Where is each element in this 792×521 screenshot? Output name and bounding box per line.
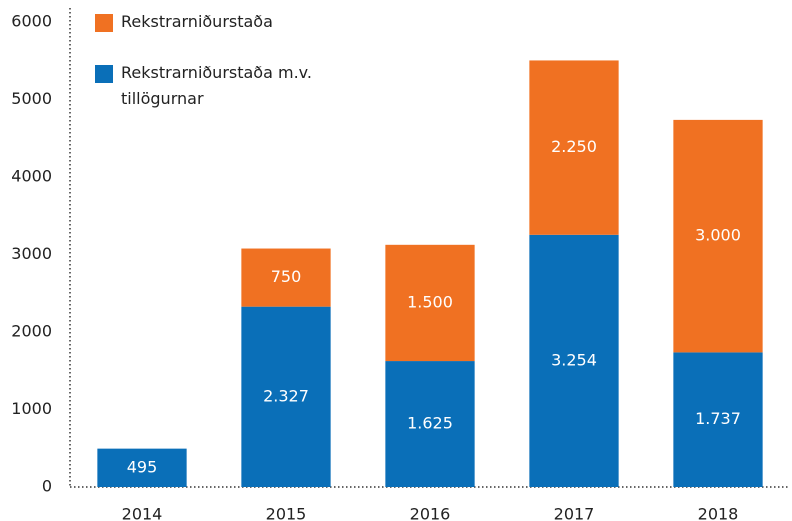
y-tick-label: 5000	[11, 89, 52, 108]
y-tick-label: 2000	[11, 322, 52, 341]
value-label: 750	[271, 267, 302, 286]
bar-segment	[529, 60, 619, 235]
value-label: 2.327	[263, 386, 309, 405]
value-label: 1.625	[407, 414, 453, 433]
bar-segment	[529, 234, 619, 487]
value-label: 1.500	[407, 292, 453, 311]
x-tick-label: 2015	[266, 505, 307, 521]
x-tick-label: 2014	[122, 505, 163, 521]
legend-item: Rekstrarniðurstaða m.v. tillögurnar	[95, 63, 321, 112]
value-label: 3.254	[551, 350, 597, 369]
y-tick-label: 6000	[11, 12, 52, 31]
bar-segment	[241, 248, 331, 307]
legend-swatch	[95, 65, 113, 83]
value-label: 3.000	[695, 226, 741, 245]
bar-segment	[673, 119, 763, 353]
y-tick-label: 4000	[11, 167, 52, 186]
bar-segment	[385, 361, 475, 487]
legend-item: Rekstrarniðurstaða	[95, 12, 321, 35]
y-tick-label: 1000	[11, 399, 52, 418]
value-label: 495	[127, 457, 158, 476]
x-tick-label: 2017	[554, 505, 595, 521]
legend-label: Rekstrarniðurstaða	[121, 12, 273, 31]
bar-segment	[241, 306, 331, 487]
bar-segment	[97, 448, 187, 487]
bar-segment	[673, 352, 763, 487]
value-label: 1.737	[695, 409, 741, 428]
y-tick-label: 0	[42, 477, 52, 496]
legend-swatch	[95, 14, 113, 32]
legend-label: Rekstrarniðurstaða m.v. tillögurnar	[121, 63, 312, 108]
x-tick-label: 2016	[410, 505, 451, 521]
y-tick-label: 3000	[11, 244, 52, 263]
bar-segment	[385, 244, 475, 362]
value-label: 2.250	[551, 137, 597, 156]
x-tick-label: 2018	[698, 505, 739, 521]
